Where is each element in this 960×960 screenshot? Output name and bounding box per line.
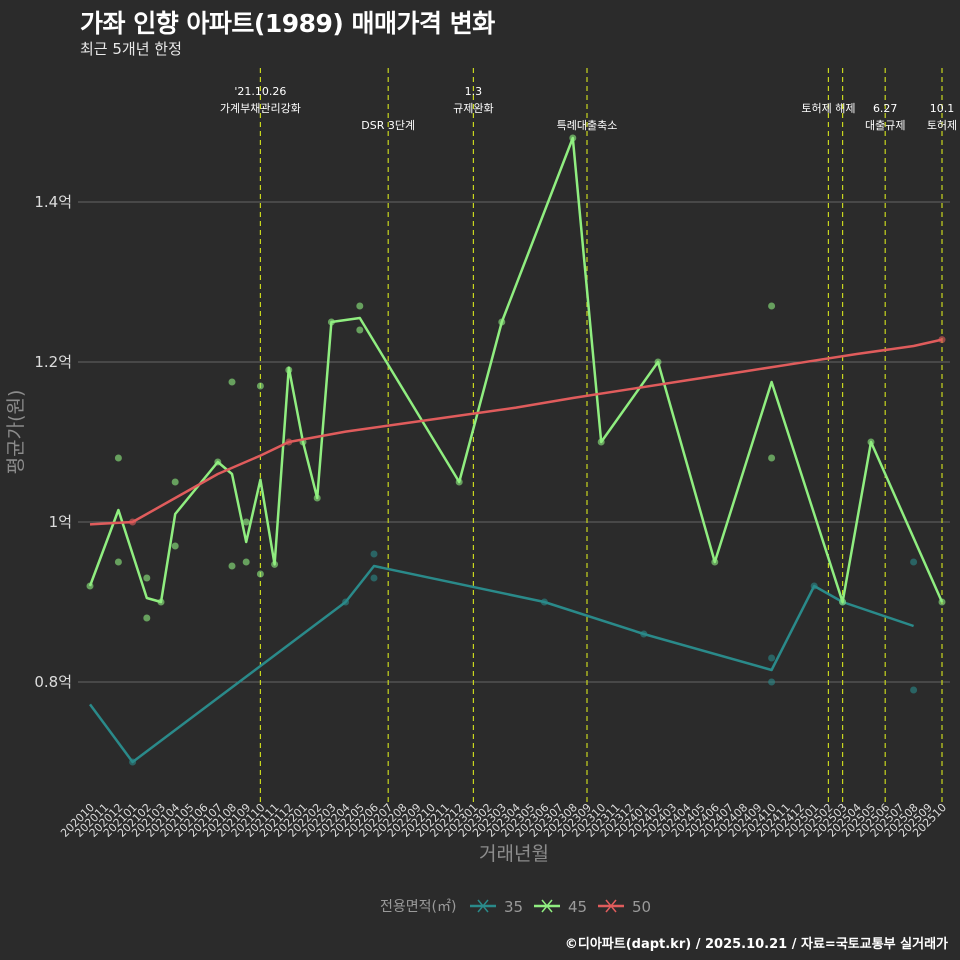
y-axis-title: 평균가(원) <box>5 390 27 475</box>
event-label: '21.10.26 <box>234 85 286 98</box>
data-point-35 <box>768 654 776 662</box>
data-point-45 <box>768 302 776 310</box>
series-line-35 <box>88 564 915 764</box>
event-label: DSR 3단계 <box>361 119 415 132</box>
data-point-45 <box>242 518 250 526</box>
data-point-45 <box>114 558 122 566</box>
chart-subtitle: 최근 5개년 한정 <box>80 40 182 58</box>
legend: 전용면적(㎡) 35 45 50 <box>380 898 651 916</box>
data-point-35 <box>768 678 776 686</box>
y-tick-label: 0.8억 <box>34 673 72 691</box>
event-label: 토허제 해제 <box>801 101 855 115</box>
data-point-45 <box>143 614 151 622</box>
data-point-45 <box>356 302 364 310</box>
data-point-45 <box>171 542 179 550</box>
event-label: 규제완화 <box>453 102 493 115</box>
legend-cross-icon <box>541 899 553 913</box>
event-label: 10.1 <box>930 102 955 115</box>
y-tick-label: 1억 <box>49 513 72 531</box>
chart-title: 가좌 인향 아파트(1989) 매매가격 변화 <box>80 9 495 38</box>
data-point-45 <box>242 558 250 566</box>
legend-label-50: 50 <box>632 898 651 916</box>
legend-title: 전용면적(㎡) <box>380 899 456 915</box>
event-label: 특례대출축소 <box>557 119 618 132</box>
data-point-35 <box>370 550 378 558</box>
x-axis-title: 거래년월 <box>479 843 549 865</box>
data-point-45 <box>768 454 776 462</box>
series-line-50 <box>89 338 943 526</box>
event-label: 가계부채관리강화 <box>220 102 301 115</box>
data-point-45 <box>171 478 179 486</box>
data-point-35 <box>910 558 918 566</box>
y-tick-label: 1.4억 <box>34 193 72 211</box>
data-point-35 <box>370 574 378 582</box>
data-point-45 <box>256 570 264 578</box>
legend-label-35: 35 <box>504 898 523 916</box>
data-point-45 <box>356 326 364 334</box>
event-label: 대출규제 <box>865 119 905 132</box>
source-caption: ©디아파트(dapt.kr) / 2025.10.21 / 자료=국토교통부 실… <box>564 937 948 952</box>
data-point-45 <box>114 454 122 462</box>
data-point-45 <box>228 378 236 386</box>
y-tick-label: 1.2억 <box>34 353 72 371</box>
event-label: 6.27 <box>873 102 898 115</box>
series-line-45 <box>88 136 944 604</box>
data-point-45 <box>256 382 264 390</box>
event-label: 토허제 <box>927 119 957 132</box>
data-point-45 <box>228 562 236 570</box>
event-label: 1.3 <box>465 85 483 98</box>
legend-label-45: 45 <box>568 898 587 916</box>
legend-cross-icon <box>477 899 489 913</box>
data-point-35 <box>910 686 918 694</box>
legend-cross-icon <box>605 899 617 913</box>
data-point-45 <box>143 574 151 582</box>
